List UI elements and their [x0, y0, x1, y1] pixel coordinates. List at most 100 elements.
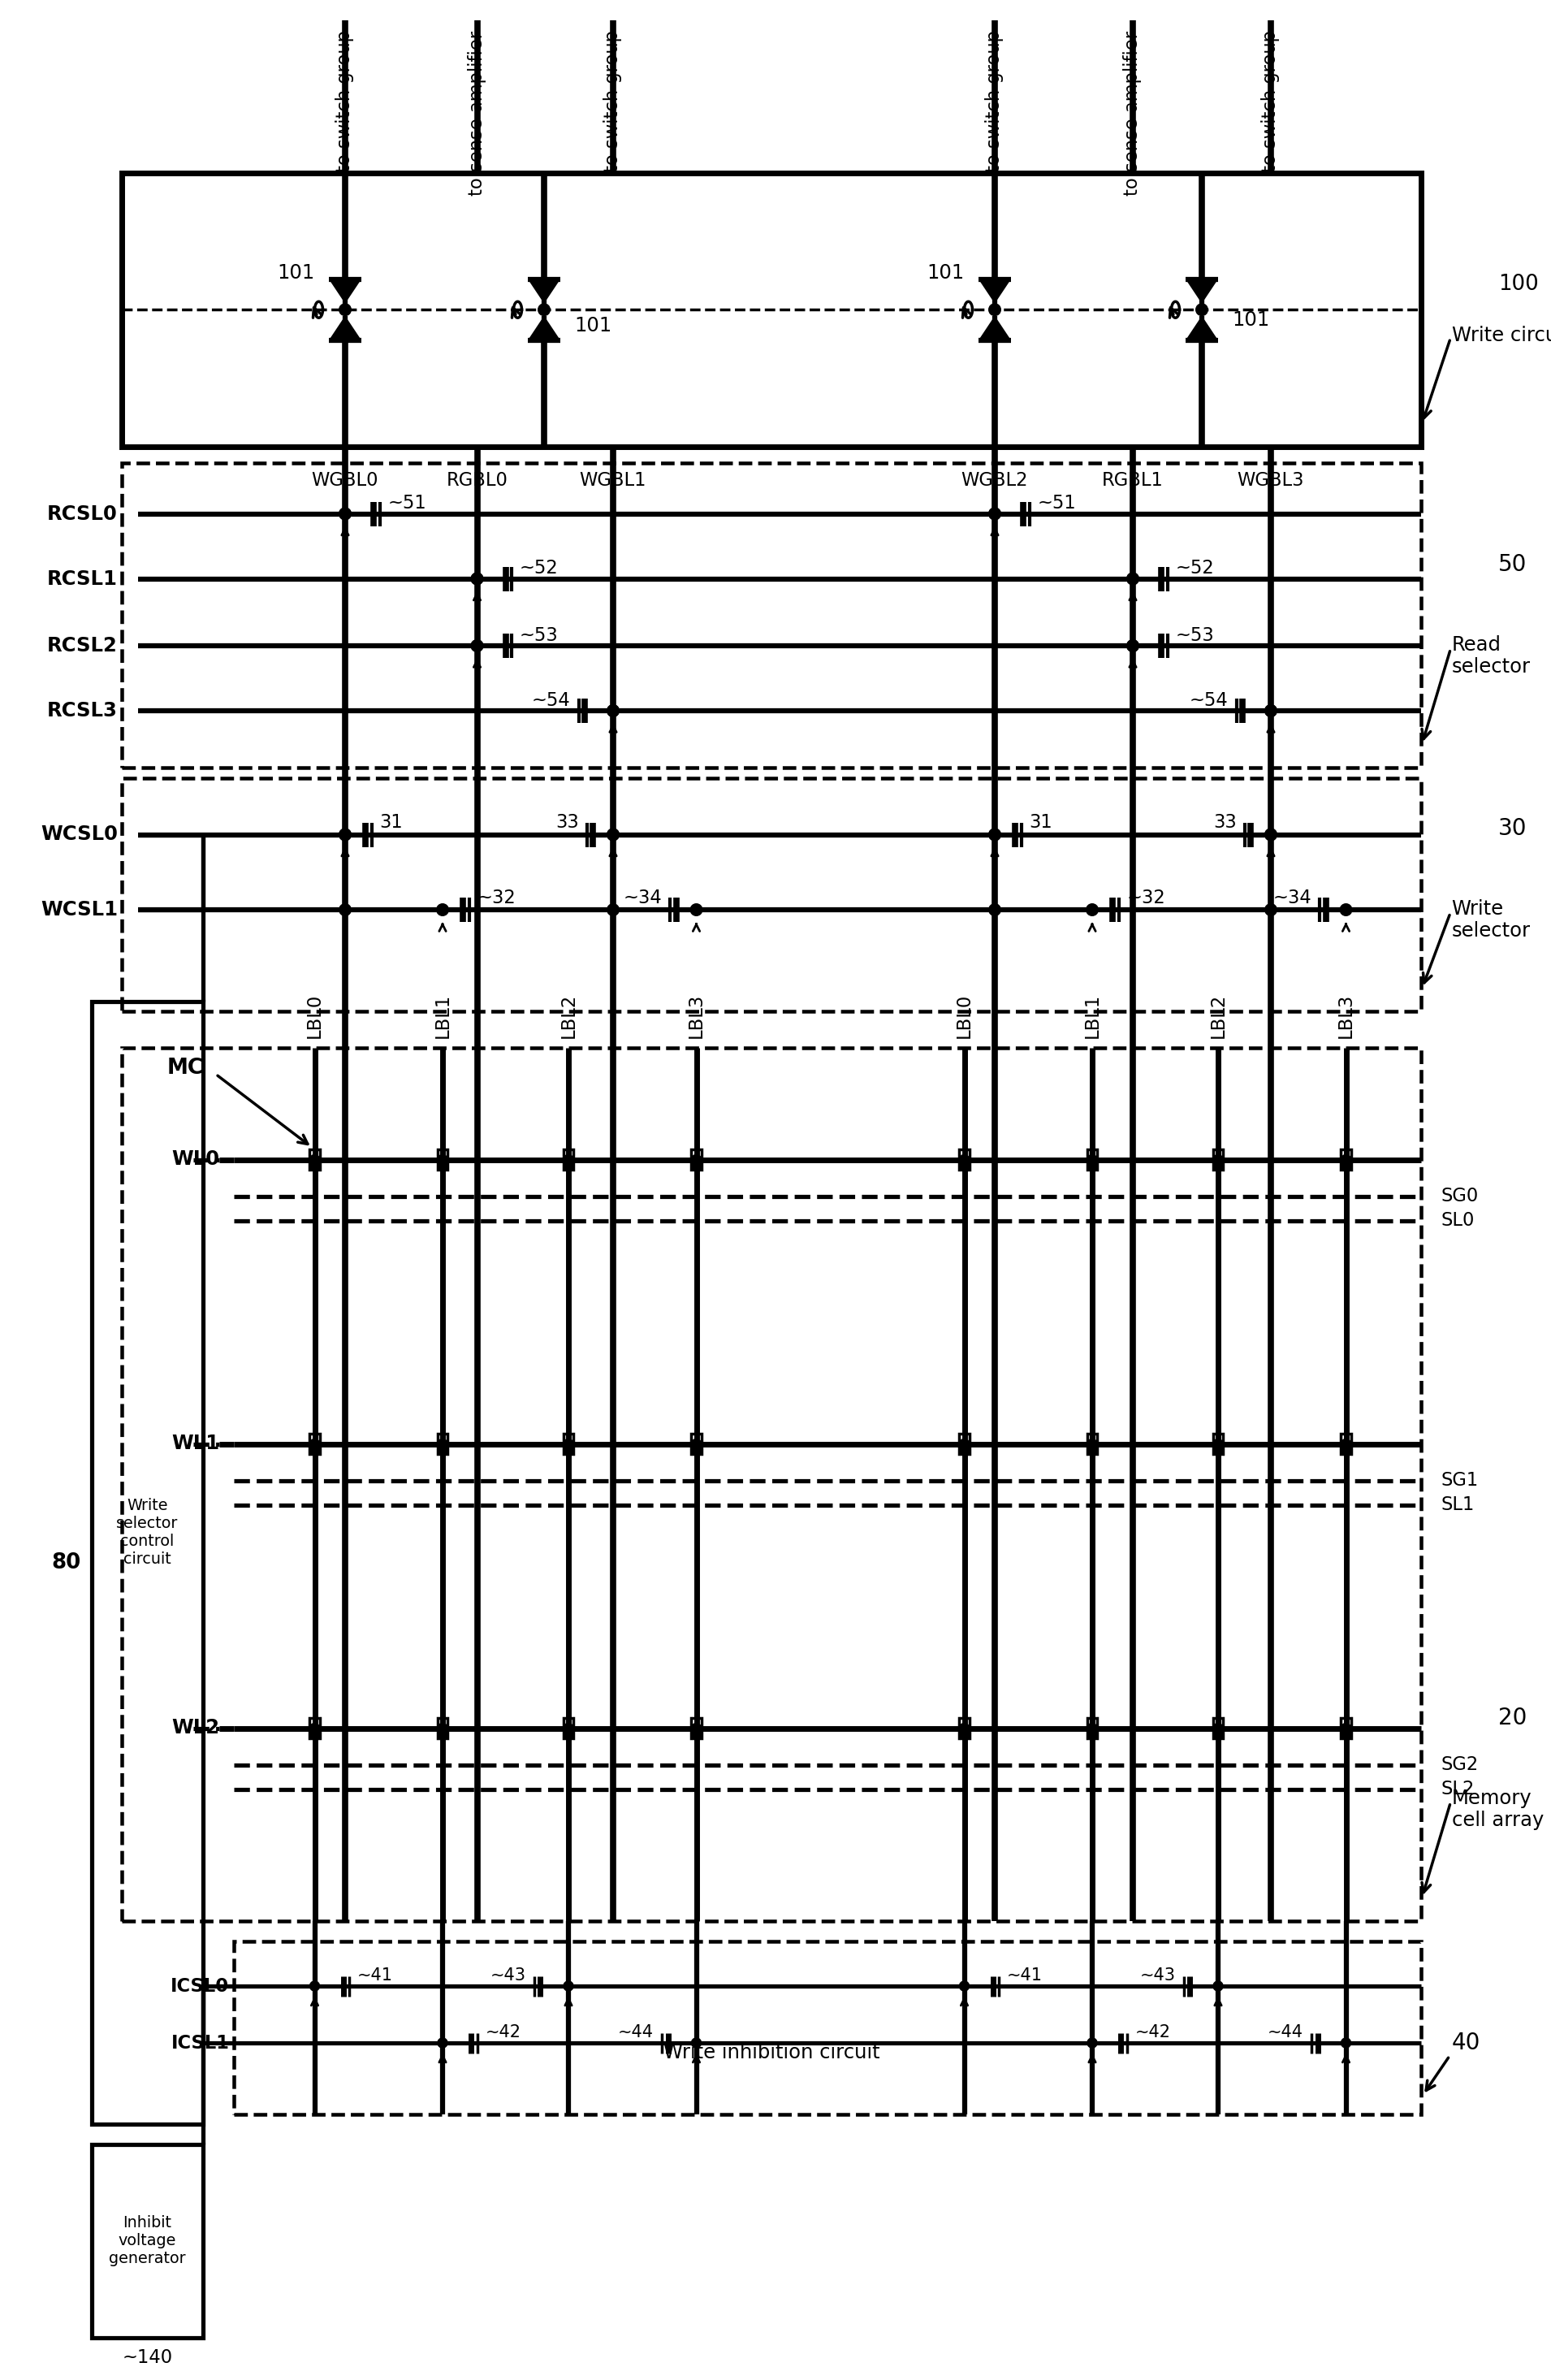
Text: 31: 31 — [1030, 814, 1053, 831]
Text: WGBL0: WGBL0 — [312, 471, 378, 490]
Text: ICSL0: ICSL0 — [171, 1978, 230, 1994]
Circle shape — [1342, 1723, 1349, 1733]
Circle shape — [1089, 1723, 1097, 1733]
Text: ~32: ~32 — [1126, 888, 1165, 907]
Text: RCSL1: RCSL1 — [47, 569, 118, 588]
Text: RCSL0: RCSL0 — [47, 505, 118, 524]
Circle shape — [472, 640, 482, 650]
Bar — [563, 1718, 574, 1726]
Text: to switch group: to switch group — [335, 31, 355, 174]
Text: to sense amplifier: to sense amplifier — [1123, 31, 1142, 195]
Text: 101: 101 — [1233, 309, 1270, 328]
Circle shape — [1342, 2040, 1349, 2047]
Text: Write
selector
control
circuit: Write selector control circuit — [116, 1497, 178, 1566]
Circle shape — [608, 707, 619, 716]
Text: 30: 30 — [1498, 816, 1528, 840]
Text: WL2: WL2 — [171, 1718, 219, 1737]
Circle shape — [1089, 2040, 1097, 2047]
Circle shape — [1342, 1440, 1349, 1447]
Bar — [123, 174, 1421, 447]
Circle shape — [692, 1440, 701, 1447]
Circle shape — [1214, 1983, 1222, 1990]
Polygon shape — [979, 278, 1011, 305]
Bar — [437, 1161, 448, 1169]
Bar — [234, 1942, 1421, 2113]
Bar — [1342, 1150, 1351, 1157]
Circle shape — [692, 904, 701, 914]
Polygon shape — [329, 317, 361, 340]
Text: WGBL1: WGBL1 — [580, 471, 647, 490]
Bar — [1213, 1447, 1224, 1454]
Circle shape — [692, 1723, 701, 1733]
Bar — [1213, 1718, 1224, 1726]
Circle shape — [439, 1154, 447, 1164]
Text: 101: 101 — [927, 264, 965, 283]
Bar — [1087, 1718, 1097, 1726]
Text: RGBL0: RGBL0 — [447, 471, 507, 490]
Circle shape — [1266, 707, 1276, 716]
Bar — [310, 1150, 320, 1157]
Text: WL1: WL1 — [171, 1435, 219, 1454]
Circle shape — [1089, 1154, 1097, 1164]
Bar — [1342, 1730, 1351, 1737]
Bar — [1213, 1433, 1224, 1442]
Circle shape — [340, 305, 351, 314]
Bar — [123, 1047, 1421, 1921]
Bar — [123, 464, 1421, 769]
Text: Write circuit: Write circuit — [1452, 326, 1551, 345]
Circle shape — [1128, 640, 1138, 650]
Circle shape — [1266, 831, 1276, 840]
Circle shape — [340, 904, 351, 914]
Text: 100: 100 — [1498, 274, 1539, 295]
Circle shape — [439, 1723, 447, 1733]
Circle shape — [1266, 831, 1276, 840]
Bar — [563, 1161, 574, 1169]
Text: SG0: SG0 — [1441, 1188, 1480, 1204]
Circle shape — [340, 509, 351, 519]
Circle shape — [990, 509, 1000, 519]
Text: LBL0: LBL0 — [955, 992, 974, 1038]
Text: WGBL3: WGBL3 — [1238, 471, 1304, 490]
Text: 33: 33 — [1213, 814, 1236, 831]
Text: SG1: SG1 — [1441, 1471, 1480, 1490]
Circle shape — [960, 1723, 968, 1733]
Circle shape — [1128, 640, 1138, 650]
Bar — [437, 1718, 448, 1726]
Circle shape — [565, 1440, 572, 1447]
Text: 33: 33 — [555, 814, 579, 831]
Text: ~54: ~54 — [1190, 690, 1228, 709]
Circle shape — [437, 904, 448, 914]
Text: SG2: SG2 — [1441, 1756, 1480, 1773]
Text: Write inhibition circuit: Write inhibition circuit — [664, 2044, 879, 2063]
Bar — [1342, 1718, 1351, 1726]
Text: Read
selector: Read selector — [1452, 635, 1531, 676]
Text: 80: 80 — [51, 1552, 81, 1573]
Bar — [437, 1433, 448, 1442]
Polygon shape — [527, 317, 560, 340]
Text: SL1: SL1 — [1441, 1495, 1475, 1514]
Text: MC: MC — [166, 1057, 203, 1078]
Text: ~32: ~32 — [478, 888, 516, 907]
Circle shape — [310, 1154, 318, 1164]
Bar — [1087, 1150, 1097, 1157]
Polygon shape — [979, 317, 1011, 340]
Text: to switch group: to switch group — [1261, 31, 1280, 174]
Text: SL2: SL2 — [1441, 1780, 1475, 1799]
Text: ~43: ~43 — [490, 1968, 526, 1985]
Text: RGBL1: RGBL1 — [1103, 471, 1163, 490]
Bar — [1087, 1447, 1097, 1454]
Circle shape — [1214, 1440, 1222, 1447]
Circle shape — [340, 831, 351, 840]
Text: WGBL2: WGBL2 — [962, 471, 1028, 490]
Bar — [959, 1433, 969, 1442]
Bar — [1213, 1730, 1224, 1737]
Circle shape — [1128, 574, 1138, 583]
Bar — [563, 1447, 574, 1454]
Text: ~51: ~51 — [388, 495, 427, 514]
Circle shape — [1342, 904, 1351, 914]
Text: to sense amplifier: to sense amplifier — [468, 31, 487, 195]
Circle shape — [340, 509, 351, 519]
Bar — [310, 1718, 320, 1726]
Circle shape — [1128, 574, 1138, 583]
Circle shape — [565, 1154, 572, 1164]
